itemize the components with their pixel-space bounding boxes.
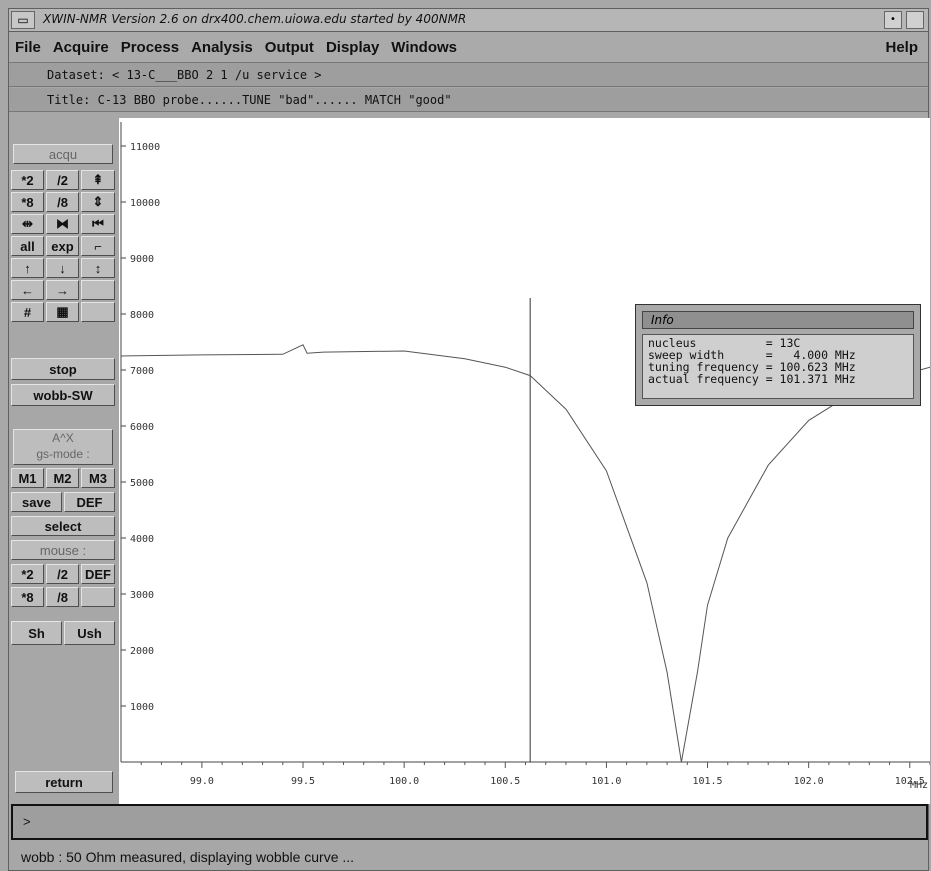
mouse-div2-button[interactable]: /2 [46, 564, 79, 584]
y-tick-label: 7000 [130, 366, 154, 377]
zoom-y-div8-button[interactable]: /8 [46, 192, 79, 212]
xwin-nmr-window: ▭ XWIN-NMR Version 2.6 on drx400.chem.ui… [8, 8, 931, 871]
title-line: Title: C-13 BBO probe......TUNE "bad"...… [9, 88, 928, 112]
region-icon[interactable]: ⌐ [81, 236, 115, 256]
button-panel: acqu *2 /2 ⇞ *8 /8 ⇕ ⇹ ⧓ ⏮ all exp ⌐ ↑ ↓… [9, 118, 119, 804]
info-line-sweep-width: sweep width = 4.000 MHz [648, 348, 856, 362]
minimize-button[interactable]: • [884, 11, 902, 29]
info-window-title: Info [642, 311, 914, 329]
y-tick-label: 5000 [130, 478, 154, 489]
dataset-line: Dataset: < 13-C___BBO 2 1 /u service > [9, 63, 928, 87]
def-button[interactable]: DEF [64, 492, 115, 512]
x-tick-label: 100.0 [389, 776, 419, 787]
wobb-sw-button[interactable]: wobb-SW [11, 384, 115, 406]
exp-button[interactable]: exp [46, 236, 79, 256]
x-tick-label: 99.0 [190, 776, 214, 787]
compress-x-icon[interactable]: ⧓ [46, 214, 79, 234]
m2-button[interactable]: M2 [46, 468, 79, 488]
y-tick-label: 1000 [130, 702, 154, 713]
acqu-button[interactable]: acqu [13, 144, 113, 164]
wobble-curve-chart: 1000 2000 3000 4000 5000 6000 7000 8000 9000 1000… [120, 122, 931, 791]
ush-button[interactable]: Ush [64, 621, 115, 645]
arrow-left-icon[interactable]: ← [11, 280, 44, 300]
blank-button-1[interactable] [81, 280, 115, 300]
menu-file[interactable]: File [15, 38, 41, 56]
y-tick-label: 8000 [130, 310, 154, 321]
gs-mode-line2: gs-mode : [36, 447, 90, 461]
y-tick-label: 3000 [130, 590, 154, 601]
x-tick-label: 101.0 [591, 776, 621, 787]
save-button[interactable]: save [11, 492, 62, 512]
blank-button-3[interactable] [81, 587, 115, 607]
info-line-tuning-frequency: tuning frequency = 100.623 MHz [648, 360, 856, 374]
minimize-icon: • [890, 14, 896, 25]
mouse-label: mouse : [11, 540, 115, 560]
zoom-y-times2-button[interactable]: *2 [11, 170, 44, 190]
x-tick-label: 102.0 [794, 776, 824, 787]
gs-mode-line1: A^X [52, 431, 74, 445]
menu-acquire[interactable]: Acquire [52, 38, 109, 56]
mouse-div8-button[interactable]: /8 [46, 587, 79, 607]
y-tick-label: 6000 [130, 422, 154, 433]
wobble-curve-line [120, 344, 931, 763]
mouse-times8-button[interactable]: *8 [11, 587, 44, 607]
x-tick-label: 102.5 [895, 776, 925, 787]
menu-process[interactable]: Process [120, 38, 180, 56]
zoom-y-times8-button[interactable]: *8 [11, 192, 44, 212]
x-tick-label: 99.5 [291, 776, 315, 787]
sh-button[interactable]: Sh [11, 621, 62, 645]
vertical-shift-icon[interactable]: ⇕ [81, 192, 115, 212]
y-tick-label: 2000 [130, 646, 154, 657]
m3-button[interactable]: M3 [81, 468, 115, 488]
x-axis: 99.0 99.5 100.0 100.5 101.0 101.5 102.0 102.5 [121, 761, 931, 787]
menu-analysis[interactable]: Analysis [191, 38, 253, 56]
mouse-times2-button[interactable]: *2 [11, 564, 44, 584]
zoom-y-div2-button[interactable]: /2 [46, 170, 79, 190]
expand-x-icon[interactable]: ⇹ [11, 214, 44, 234]
y-tick-label: 10000 [130, 198, 160, 209]
arrow-right-icon[interactable]: → [46, 280, 79, 300]
menu-bar: File Acquire Process Analysis Output Dis… [9, 32, 928, 63]
all-button[interactable]: all [11, 236, 44, 256]
menu-output[interactable]: Output [264, 38, 314, 56]
command-line-input[interactable]: > [11, 804, 928, 840]
fine-grid-icon[interactable]: ▦ [46, 302, 79, 322]
x-unit-label: MHz [910, 780, 928, 791]
info-line-nucleus: nucleus = 13C [648, 336, 801, 350]
command-prompt: > [23, 814, 31, 829]
gs-mode-label: A^X gs-mode : [13, 429, 113, 465]
m1-button[interactable]: M1 [11, 468, 44, 488]
select-button[interactable]: select [11, 516, 115, 536]
mouse-def-button[interactable]: DEF [81, 564, 115, 584]
y-tick-label: 4000 [130, 534, 154, 545]
arrow-down-icon[interactable]: ↓ [46, 258, 79, 278]
blank-button-2[interactable] [81, 302, 115, 322]
y-tick-label: 11000 [130, 142, 160, 153]
grid-icon[interactable]: # [11, 302, 44, 322]
info-line-actual-frequency: actual frequency = 101.371 MHz [648, 372, 856, 386]
x-tick-label: 100.5 [490, 776, 520, 787]
window-menu-icon: ▭ [17, 13, 29, 27]
arrow-up-icon[interactable]: ↑ [11, 258, 44, 278]
status-message: wobb : 50 Ohm measured, displaying wobbl… [21, 849, 355, 865]
stop-button[interactable]: stop [11, 358, 115, 380]
title-bar: ▭ XWIN-NMR Version 2.6 on drx400.chem.ui… [9, 9, 928, 32]
info-window[interactable]: Info nucleus = 13C sweep width = 4.000 MH… [635, 304, 921, 406]
x-tick-label: 101.5 [692, 776, 722, 787]
info-window-body: nucleus = 13C sweep width = 4.000 MHz tuni… [642, 334, 914, 399]
menu-display[interactable]: Display [325, 38, 380, 56]
arrow-updown-icon[interactable]: ↕ [81, 258, 115, 278]
window-title: XWIN-NMR Version 2.6 on drx400.chem.uiow… [43, 12, 467, 26]
menu-help[interactable]: Help [885, 38, 918, 56]
window-menu-button[interactable]: ▭ [11, 11, 35, 29]
top-align-icon[interactable]: ⇞ [81, 170, 115, 190]
y-tick-label: 9000 [130, 254, 154, 265]
maximize-button[interactable] [906, 11, 924, 29]
return-button[interactable]: return [15, 771, 113, 793]
y-axis: 1000 2000 3000 4000 5000 6000 7000 8000 9000 1000… [120, 122, 160, 762]
menu-windows[interactable]: Windows [391, 38, 457, 56]
full-range-icon[interactable]: ⏮ [81, 214, 115, 234]
spectrum-plot-area[interactable]: 1000 2000 3000 4000 5000 6000 7000 8000 9000 1000… [119, 118, 931, 804]
